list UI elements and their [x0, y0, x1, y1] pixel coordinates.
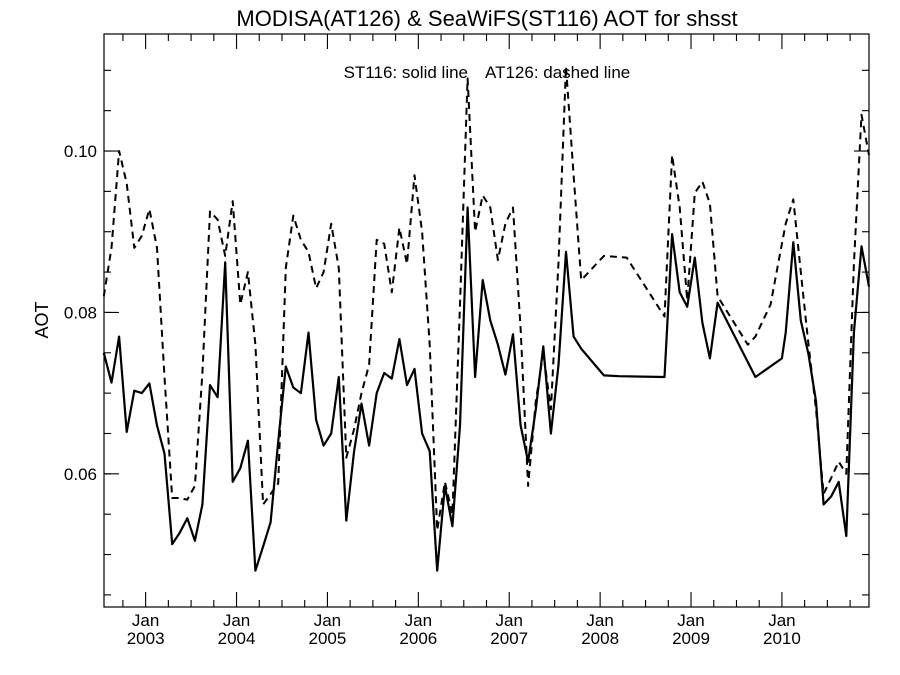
y-tick-label: 0.10: [64, 142, 97, 161]
x-tick-year-label: 2010: [763, 629, 801, 648]
dashed-line-annotation: AT126: dashed line: [485, 63, 630, 82]
x-tick-year-label: 2005: [309, 629, 347, 648]
x-tick-month-label: Jan: [768, 611, 795, 630]
x-tick-month-label: Jan: [677, 611, 704, 630]
series-line-at126: [102, 65, 870, 532]
x-tick-year-label: 2006: [399, 629, 437, 648]
x-tick-year-label: 2009: [672, 629, 710, 648]
x-tick-year-label: 2007: [490, 629, 528, 648]
series-lines: [102, 65, 871, 572]
solid-line-annotation: ST116: solid line: [344, 63, 468, 82]
x-tick-month-label: Jan: [132, 611, 159, 630]
x-tick-year-label: 2004: [218, 629, 256, 648]
x-tick-year-label: 2008: [581, 629, 619, 648]
y-tick-label: 0.08: [64, 303, 97, 322]
x-tick-month-label: Jan: [223, 611, 250, 630]
axis-ticks: 0.060.080.10Jan2003Jan2004Jan2005Jan2006…: [64, 34, 869, 648]
series-line-st116: [102, 206, 871, 572]
plot-frame: [103, 33, 870, 608]
y-tick-label: 0.06: [64, 465, 97, 484]
x-tick-month-label: Jan: [405, 611, 432, 630]
y-axis-label: AOT: [32, 301, 52, 338]
x-tick-month-label: Jan: [314, 611, 341, 630]
chart-title: MODISA(AT126) & SeaWiFS(ST116) AOT for s…: [236, 6, 737, 31]
x-tick-month-label: Jan: [496, 611, 523, 630]
x-tick-year-label: 2003: [127, 629, 165, 648]
x-tick-month-label: Jan: [586, 611, 613, 630]
